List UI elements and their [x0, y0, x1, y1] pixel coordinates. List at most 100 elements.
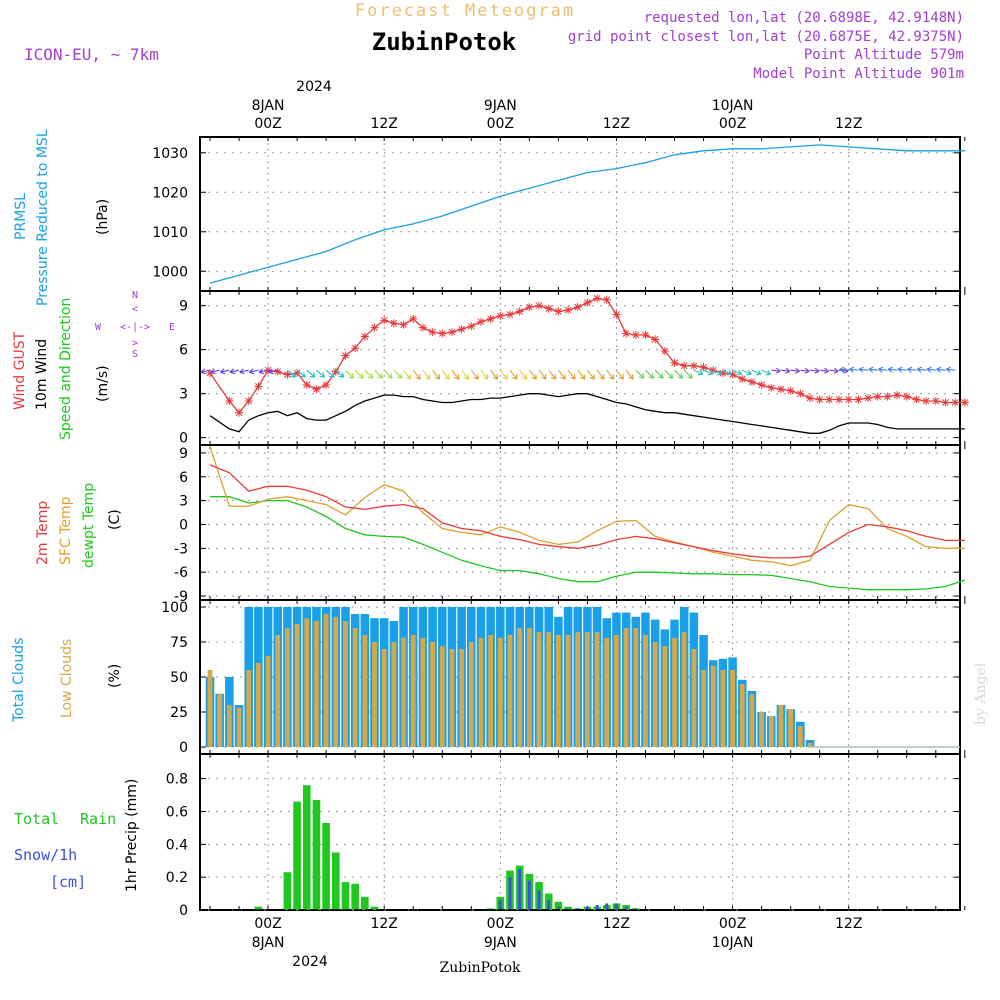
cloud-unit: (%) — [107, 664, 123, 688]
wind-direction-arrow — [509, 369, 518, 380]
low-cloud-bar — [604, 637, 610, 747]
wind-gust-marker — [912, 395, 921, 404]
temperature-ytick-label: -9 — [174, 589, 188, 605]
snow-bar — [634, 908, 638, 910]
wind-direction-arrow — [249, 368, 259, 375]
wind-direction-arrow — [354, 369, 364, 379]
wind-gust-marker — [631, 331, 640, 339]
wind-gust-marker — [951, 398, 960, 407]
wind-direction-arrow — [800, 367, 810, 374]
wind-gust-marker — [960, 398, 969, 407]
precip-ytick-label: 0.2 — [166, 870, 188, 886]
snow-bar — [556, 906, 560, 910]
low-cloud-bar — [333, 616, 339, 747]
rain-bar — [332, 852, 340, 910]
clouds-ytick-label: 100 — [161, 600, 188, 616]
wind-gust-marker — [476, 317, 485, 326]
wind-gust-marker — [418, 323, 427, 332]
wind-direction-arrow — [664, 369, 674, 379]
temperature-ytick-label: 6 — [179, 470, 188, 486]
bottom-date-label: 9JAN — [484, 935, 517, 951]
wind-gust-marker — [564, 306, 573, 315]
low-cloud-bar — [468, 642, 474, 747]
top-date-label: 10JAN — [712, 98, 754, 114]
precip-ytick-label: 0.8 — [166, 772, 188, 788]
temp-label-3: dewpt Temp — [81, 483, 97, 568]
model-name: ICON-EU, ~ 7km — [24, 45, 159, 64]
low-cloud-bar — [381, 649, 387, 747]
wind-direction-arrow — [761, 369, 772, 376]
panel-temperature: -9 -6 -3 0 3 6 9 — [174, 444, 966, 605]
snow-bar — [547, 900, 551, 910]
top-time-label: 00Z — [254, 116, 281, 132]
bottom-time-label: 12Z — [835, 916, 862, 932]
bottom-time-label: 12Z — [603, 916, 630, 932]
rain-bar — [361, 896, 369, 910]
snow-bar — [576, 908, 580, 910]
low-cloud-bar — [294, 623, 300, 747]
precip-unit: 1hr Precip (mm) — [124, 779, 140, 892]
wind-gust-marker — [273, 367, 282, 376]
wind-direction-arrow — [586, 369, 595, 380]
rain-bar — [302, 785, 311, 910]
wind-direction-arrow — [771, 367, 781, 374]
snow-bar — [605, 903, 609, 910]
top-time-label: 12Z — [835, 116, 862, 132]
pressure-ytick-label: 1000 — [152, 264, 188, 280]
pressure-ytick-label: 1020 — [152, 185, 188, 201]
wind-speed-line — [209, 393, 965, 434]
wind-gust-marker — [931, 397, 940, 405]
wind-direction-arrow — [654, 369, 664, 379]
top-time-label: 12Z — [370, 116, 397, 132]
wind-gust-marker — [515, 307, 524, 316]
cloud-label-1: Total Clouds — [11, 638, 27, 723]
wind-direction-arrow — [393, 369, 403, 379]
temp-2m-line — [209, 464, 965, 559]
wind-gust-marker — [351, 344, 360, 353]
wind-direction-arrow — [451, 369, 460, 380]
low-cloud-bar — [526, 628, 532, 747]
wind-unit: (m/s) — [95, 365, 111, 402]
wind-direction-arrow — [926, 366, 936, 373]
low-cloud-bar — [797, 726, 803, 747]
wind-direction-arrow — [519, 369, 528, 380]
wind-gust-marker — [254, 382, 263, 391]
wind-direction-arrow — [296, 369, 306, 378]
low-cloud-bar — [730, 670, 735, 747]
low-cloud-bar — [420, 637, 426, 747]
requested-coords: requested lon,lat (20.6898E, 42.9148N) — [644, 10, 964, 26]
low-cloud-bar — [546, 632, 552, 747]
wind-direction-arrow — [200, 368, 211, 375]
temperature-frame — [199, 444, 961, 601]
low-cloud-bar — [497, 637, 503, 747]
compass-arrows: <-|-> — [120, 322, 150, 333]
wind-direction-arrow — [616, 369, 624, 380]
low-cloud-bar — [517, 628, 523, 747]
cloud-labels: Total Clouds Low Clouds (%) — [11, 638, 123, 723]
clouds-ytick-label: 50 — [170, 670, 188, 686]
wind-labels: Wind GUST 10m Wind Speed and Direction (… — [12, 298, 111, 440]
precip-ytick-label: 0 — [179, 903, 188, 919]
snow-bar — [518, 868, 522, 910]
wind-direction-arrow — [790, 367, 800, 374]
wind-gust-marker — [283, 370, 292, 379]
wind-gust-marker — [922, 397, 931, 405]
low-cloud-bar — [788, 709, 794, 747]
wind-gust-marker — [622, 329, 631, 338]
compass-e: E — [169, 322, 175, 333]
low-cloud-bar — [643, 635, 648, 747]
temperature-ytick-label: 3 — [179, 494, 188, 510]
bottom-date-label: 10JAN — [712, 935, 754, 951]
wind-direction-arrow — [470, 369, 479, 380]
pressure-label-1: PRMSL — [13, 193, 29, 240]
low-cloud-bar — [749, 693, 755, 747]
low-cloud-bar — [401, 637, 406, 747]
wind-gust-marker — [873, 392, 882, 401]
location-title: ZubinPotok — [372, 28, 517, 56]
pressure-labels: PRMSL Pressure Reduced to MSL (hPa) — [13, 129, 111, 306]
wind-gust-marker — [554, 307, 563, 316]
low-cloud-bar — [343, 621, 348, 747]
wind-label-3: Speed and Direction — [58, 298, 74, 440]
low-cloud-bar — [285, 628, 290, 747]
